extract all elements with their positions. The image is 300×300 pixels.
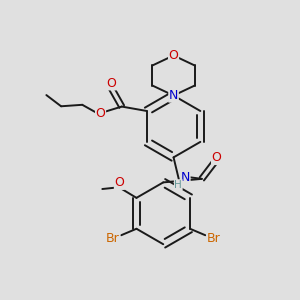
Text: O: O — [106, 77, 116, 90]
Text: N: N — [181, 171, 190, 184]
Text: H: H — [174, 180, 182, 190]
Text: O: O — [96, 106, 106, 119]
Text: O: O — [115, 176, 124, 189]
Text: Br: Br — [207, 232, 220, 245]
Text: O: O — [212, 152, 221, 164]
Text: Br: Br — [106, 232, 120, 245]
Text: O: O — [169, 49, 178, 62]
Text: N: N — [169, 89, 178, 102]
